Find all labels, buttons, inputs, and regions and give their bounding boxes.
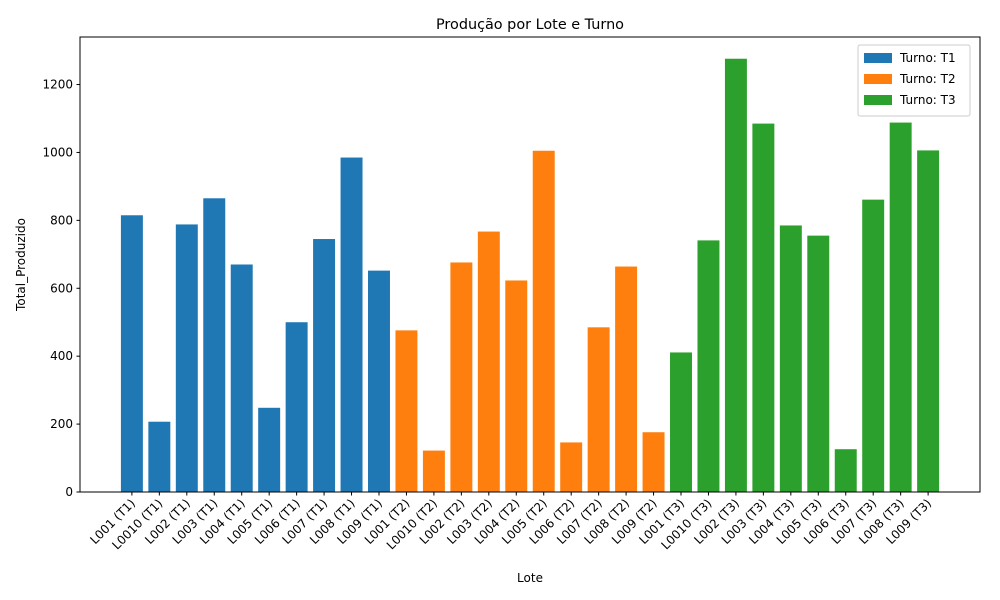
bar — [175, 224, 198, 492]
bar — [422, 450, 445, 492]
bar — [807, 235, 830, 492]
bar — [917, 150, 940, 492]
bar — [450, 262, 473, 492]
y-tick-label: 1000 — [42, 145, 73, 159]
legend-label: Turno: T1 — [899, 51, 956, 65]
bar — [560, 442, 583, 492]
chart-title: Produção por Lote e Turno — [436, 17, 624, 33]
bar — [505, 280, 528, 492]
bar — [834, 449, 857, 492]
bar — [230, 264, 253, 492]
bar — [670, 352, 692, 492]
bar — [862, 199, 885, 493]
bar — [889, 122, 912, 492]
legend-label: Turno: T2 — [899, 72, 956, 86]
bar — [724, 58, 747, 492]
bar — [285, 322, 308, 492]
bar — [779, 225, 802, 493]
bar — [642, 432, 665, 492]
y-tick-label: 1200 — [42, 78, 73, 92]
y-axis-label: Total_Produzido — [14, 218, 28, 312]
bar — [340, 157, 363, 492]
bar — [532, 150, 555, 492]
y-tick-label: 200 — [50, 417, 73, 431]
bar — [258, 407, 281, 492]
y-tick-label: 800 — [50, 213, 73, 227]
bar — [395, 330, 418, 492]
bar — [313, 239, 336, 492]
legend-swatch — [864, 74, 892, 84]
bar — [697, 240, 720, 492]
bar — [120, 215, 143, 492]
bar — [203, 198, 226, 493]
bar — [148, 421, 171, 492]
legend-swatch — [864, 95, 892, 105]
bar — [587, 327, 610, 492]
legend: Turno: T1 Turno: T2 Turno: T3 — [857, 44, 971, 117]
legend-swatch — [864, 53, 892, 63]
y-tick-label: 600 — [50, 281, 73, 295]
bar — [368, 270, 390, 492]
y-tick-label: 400 — [50, 349, 73, 363]
bar — [752, 123, 775, 493]
x-axis-label: Lote — [517, 571, 543, 585]
bar — [615, 266, 638, 492]
y-tick-label: 0 — [65, 485, 73, 499]
plot-frame — [79, 36, 981, 493]
bar — [477, 231, 500, 493]
legend-label: Turno: T3 — [899, 93, 956, 107]
